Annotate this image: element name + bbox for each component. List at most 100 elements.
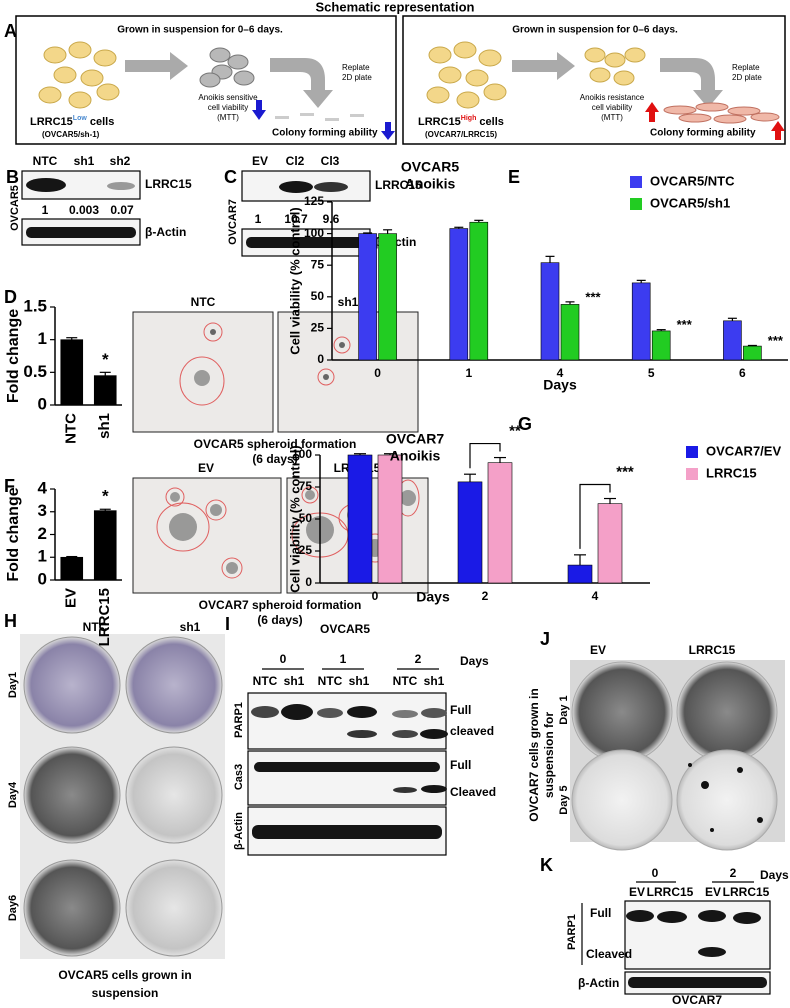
bar — [487, 462, 513, 584]
viability-text: Anoikis sensitive — [198, 93, 258, 102]
legend-label: OVCAR5/NTC — [650, 173, 735, 188]
panel-letter: F — [4, 476, 15, 496]
bar — [449, 228, 469, 361]
significance: * — [102, 487, 109, 506]
significance-bracket — [469, 442, 501, 469]
y-tick-label: 50 — [311, 289, 325, 303]
row-label: Day 5 — [558, 785, 570, 814]
x-tick-label: 4 — [592, 589, 599, 603]
x-tick-label: 2 — [482, 589, 489, 603]
x-axis-label: Days — [543, 377, 577, 393]
colony-dishes-h: NTC sh1 Day1 Day4 Day6 OVCAR5 cells grow… — [7, 620, 225, 1000]
x-tick-label: 0 — [374, 366, 381, 380]
x-tick-label: 5 — [648, 366, 655, 380]
chart-title: OVCAR7 — [386, 431, 445, 447]
column-label: sh1 — [180, 620, 201, 634]
y-tick-label: 2 — [38, 524, 47, 543]
y-tick-label: 1 — [38, 547, 47, 566]
band-label: Full — [590, 906, 611, 920]
caption: OVCAR5 spheroid formation — [194, 437, 357, 451]
panel-letter: H — [4, 611, 17, 631]
cell-suffix: cells — [87, 116, 115, 128]
cell-sup: High — [461, 115, 477, 122]
side-label: OVCAR7 cells grown in — [527, 688, 541, 821]
x-axis-label: Days — [416, 589, 450, 605]
western-blot-c: EV Cl2 Cl3 LRRC15 1 10.7 9.6 β-Actin OVC… — [227, 154, 422, 257]
quant: 1 — [42, 203, 49, 217]
panel-letter: A — [4, 21, 17, 41]
day-label: 0 — [652, 866, 659, 880]
protein-label: PARP1 — [566, 914, 578, 950]
band-label: Cleaved — [450, 785, 496, 799]
band-label: Full — [450, 758, 471, 772]
caption: suspension — [92, 986, 159, 1000]
y-tick-label: 100 — [292, 447, 312, 461]
x-tick-label: 1 — [465, 366, 472, 380]
row-label: Day 1 — [558, 695, 570, 724]
y-tick-label: 0 — [305, 575, 312, 589]
bar — [560, 304, 580, 361]
y-tick-label: 0 — [317, 352, 324, 366]
cell-name: LRRC15 — [418, 116, 461, 128]
image-label: sh1 — [338, 295, 359, 309]
protein-label: LRRC15 — [375, 178, 422, 192]
legend-swatch — [686, 468, 698, 480]
panel-letter: E — [508, 167, 520, 187]
lane-label: sh1 — [424, 674, 445, 688]
bar — [378, 233, 397, 361]
y-tick-label: 3 — [38, 501, 47, 520]
cell-line: (OVCAR7/LRRC15) — [425, 130, 497, 139]
legend-label: LRRC15 — [706, 465, 757, 480]
panel-letter: D — [4, 287, 17, 307]
x-tick-label: 6 — [739, 366, 746, 380]
y-axis-label: Fold change — [5, 487, 22, 581]
panel-letter: K — [540, 855, 553, 875]
chart-subtitle: Anoikis — [390, 448, 441, 464]
cell-group: LRRC15High cells — [418, 115, 504, 128]
significance: *** — [616, 463, 634, 480]
bar — [60, 339, 84, 406]
significance: * — [102, 350, 109, 369]
viability-text: (MTT) — [601, 113, 623, 122]
bar — [93, 375, 117, 406]
viability-text: cell viability — [208, 103, 248, 112]
lane-label: sh1 — [74, 154, 95, 168]
y-tick-label: 0 — [38, 569, 47, 588]
caption: (6 days) — [252, 452, 297, 466]
y-axis-label: Cell viability (% control) — [287, 445, 302, 592]
colony-text: Colony forming ability — [272, 128, 378, 139]
bar — [358, 233, 377, 361]
lane-label: NTC — [318, 674, 343, 688]
band-label: cleaved — [450, 724, 494, 738]
cell-suffix: cells — [476, 116, 504, 128]
row-label: Day1 — [7, 672, 19, 698]
band-label: Full — [450, 703, 471, 717]
side-label: suspension for — [542, 712, 556, 798]
protein-label: LRRC15 — [145, 177, 192, 191]
lane-label: EV — [252, 154, 268, 168]
y-tick-label: 100 — [304, 226, 324, 240]
lane-label: Cl2 — [286, 154, 305, 168]
y-tick-label: 0 — [38, 394, 47, 413]
quant: 0.07 — [110, 203, 134, 217]
colony-text: Colony forming ability — [650, 128, 756, 139]
y-tick-label: 25 — [311, 321, 325, 335]
x-tick-label: EV — [63, 588, 80, 608]
panel-letter: I — [225, 614, 230, 634]
cell-line: OVCAR5 — [9, 185, 21, 231]
column-label: EV — [590, 643, 606, 657]
x-tick-label: 4 — [557, 366, 564, 380]
legend-swatch — [630, 198, 642, 210]
caption: (6 days) — [257, 613, 302, 627]
x-tick-label: 0 — [372, 589, 379, 603]
bar — [723, 320, 742, 361]
day-label: 1 — [340, 652, 347, 666]
y-tick-label: 4 — [38, 478, 48, 497]
lane-label: sh1 — [284, 674, 305, 688]
days-label: Days — [760, 868, 789, 882]
row-label: Day6 — [7, 895, 19, 921]
viability-text: Anoikis resistance — [580, 93, 645, 102]
y-axis-label: Cell viability (% control) — [287, 207, 302, 354]
replate-text: Replate — [732, 63, 760, 72]
x-tick-label: LRRC15 — [96, 588, 113, 646]
